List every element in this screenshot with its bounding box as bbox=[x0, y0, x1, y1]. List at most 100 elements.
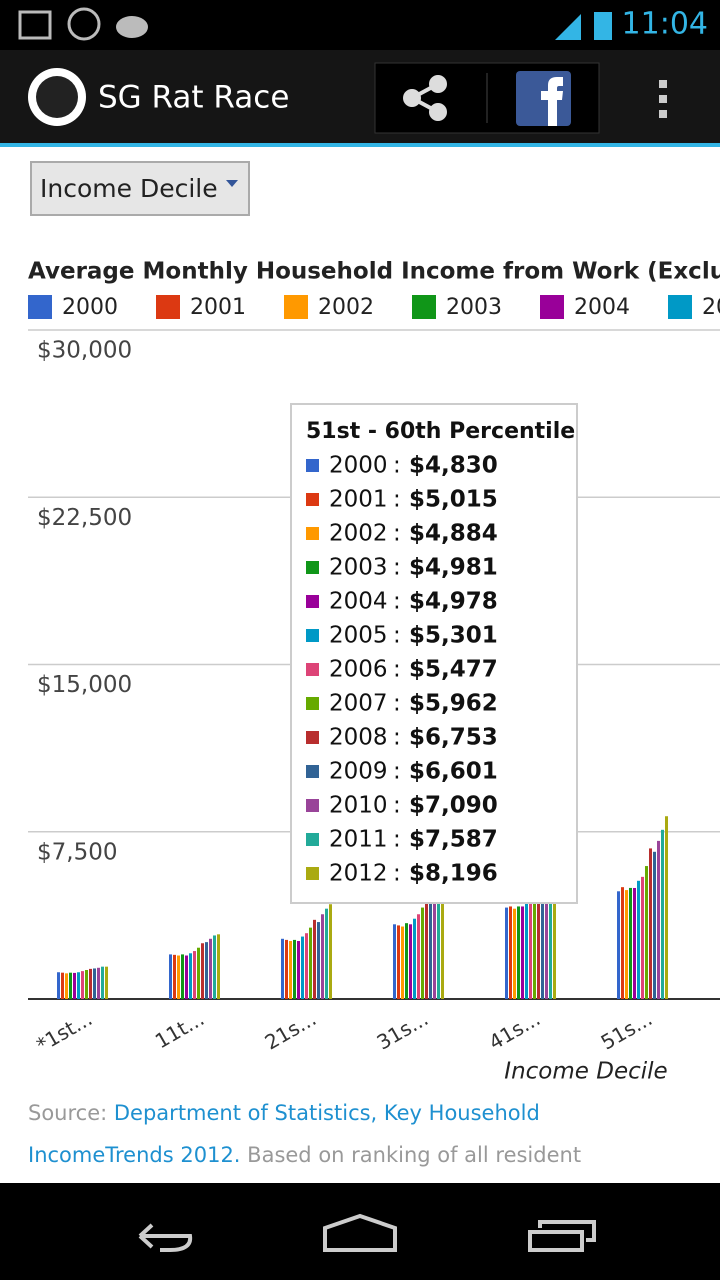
bar bbox=[657, 840, 660, 999]
tooltip-swatch bbox=[306, 833, 319, 846]
legend-label: 2003 bbox=[446, 295, 502, 320]
bar bbox=[325, 908, 328, 999]
tooltip-series: 2006 bbox=[329, 657, 388, 683]
tooltip-box bbox=[290, 403, 578, 904]
tooltip-series: 2010 bbox=[329, 793, 388, 819]
tooltip-value: $5,477 bbox=[409, 657, 498, 683]
x-tick-label: *1st... bbox=[32, 1006, 96, 1057]
bar bbox=[517, 906, 520, 999]
tooltip-value: $5,301 bbox=[409, 623, 498, 649]
app-bar-divider bbox=[0, 143, 720, 147]
y-tick-label: $7,500 bbox=[37, 839, 117, 865]
bar bbox=[521, 906, 524, 999]
legend-swatch bbox=[28, 295, 52, 319]
legend-label: 2001 bbox=[190, 295, 246, 320]
nav-bar bbox=[0, 1183, 720, 1280]
chart-title: Average Monthly Household Income from Wo… bbox=[28, 259, 720, 285]
gallery-icon bbox=[18, 10, 52, 40]
tooltip-swatch bbox=[306, 799, 319, 812]
clock: 11:04 bbox=[622, 7, 708, 42]
tooltip-value: $5,015 bbox=[409, 487, 498, 513]
bar bbox=[185, 955, 188, 999]
tooltip-series: 2002 bbox=[329, 521, 388, 547]
legend-swatch bbox=[540, 295, 564, 319]
bar bbox=[169, 954, 172, 999]
bar bbox=[405, 923, 408, 999]
legend-swatch bbox=[156, 295, 180, 319]
bar bbox=[441, 875, 444, 999]
bar bbox=[293, 939, 296, 999]
bar bbox=[281, 938, 284, 999]
bar bbox=[289, 941, 292, 999]
tooltip-swatch bbox=[306, 595, 319, 608]
dropdown[interactable]: Income Decile bbox=[30, 161, 250, 216]
x-axis-title: Income Decile bbox=[504, 1059, 667, 1085]
home-button[interactable] bbox=[323, 1213, 397, 1252]
bar bbox=[433, 890, 436, 999]
bar bbox=[65, 973, 68, 999]
bar bbox=[297, 941, 300, 999]
tooltip-separator: : bbox=[393, 827, 401, 853]
bar bbox=[409, 924, 412, 999]
dropdown-label: Income Decile bbox=[40, 174, 218, 203]
bar bbox=[177, 955, 180, 999]
tooltip-separator: : bbox=[393, 861, 401, 887]
tooltip-series: 2012 bbox=[329, 861, 388, 887]
tooltip-separator: : bbox=[393, 793, 401, 819]
bar bbox=[69, 972, 72, 999]
bar bbox=[549, 858, 552, 999]
share-button[interactable] bbox=[403, 75, 447, 121]
tooltip-series: 2004 bbox=[329, 589, 388, 615]
tooltip-separator: : bbox=[393, 759, 401, 785]
tooltip-value: $6,601 bbox=[409, 759, 498, 785]
back-button[interactable] bbox=[138, 1223, 193, 1252]
bar bbox=[545, 867, 548, 999]
bar bbox=[189, 953, 192, 999]
bar bbox=[197, 947, 200, 999]
battery-icon bbox=[594, 12, 612, 40]
bar bbox=[89, 968, 92, 999]
bar bbox=[541, 876, 544, 999]
bar bbox=[653, 851, 656, 999]
bar bbox=[537, 874, 540, 999]
source-link[interactable]: Department of Statistics, Key Household … bbox=[28, 1101, 540, 1167]
tooltip-separator: : bbox=[393, 555, 401, 581]
bar bbox=[57, 972, 60, 999]
bar bbox=[645, 866, 648, 999]
tooltip-swatch bbox=[306, 765, 319, 778]
facebook-button[interactable] bbox=[516, 71, 571, 126]
tooltip-separator: : bbox=[393, 657, 401, 683]
source-note: Based on ranking of all resident bbox=[247, 1143, 582, 1167]
bar bbox=[73, 972, 76, 999]
bar bbox=[305, 933, 308, 999]
y-tick-label: $30,000 bbox=[37, 338, 132, 364]
bar bbox=[329, 904, 332, 999]
tooltip-separator: : bbox=[393, 623, 401, 649]
tooltip-value: $4,981 bbox=[409, 555, 498, 581]
bar bbox=[553, 847, 556, 999]
tooltip-swatch bbox=[306, 663, 319, 676]
bar bbox=[649, 848, 652, 999]
tooltip-separator: : bbox=[393, 487, 401, 513]
bar bbox=[617, 891, 620, 999]
bar bbox=[641, 876, 644, 999]
tooltip-swatch bbox=[306, 527, 319, 540]
source-text: Source: Department of Statistics, Key Ho… bbox=[28, 1092, 588, 1176]
tooltip-value: $4,978 bbox=[409, 589, 498, 615]
bar bbox=[661, 829, 664, 999]
tooltip-value: $7,587 bbox=[409, 827, 498, 853]
x-tick-label: 51s... bbox=[597, 1006, 657, 1054]
bar bbox=[533, 888, 536, 999]
signal-icon bbox=[555, 14, 581, 40]
bar bbox=[629, 887, 632, 999]
recents-button[interactable] bbox=[528, 1220, 596, 1252]
bar bbox=[181, 954, 184, 999]
bar bbox=[301, 936, 304, 999]
source-label: Source: bbox=[28, 1101, 108, 1125]
overflow-menu[interactable] bbox=[659, 80, 667, 118]
tooltip-series: 2005 bbox=[329, 623, 388, 649]
bar bbox=[317, 922, 320, 999]
tooltip-value: $7,090 bbox=[409, 793, 498, 819]
tooltip-value: $4,830 bbox=[409, 453, 498, 479]
